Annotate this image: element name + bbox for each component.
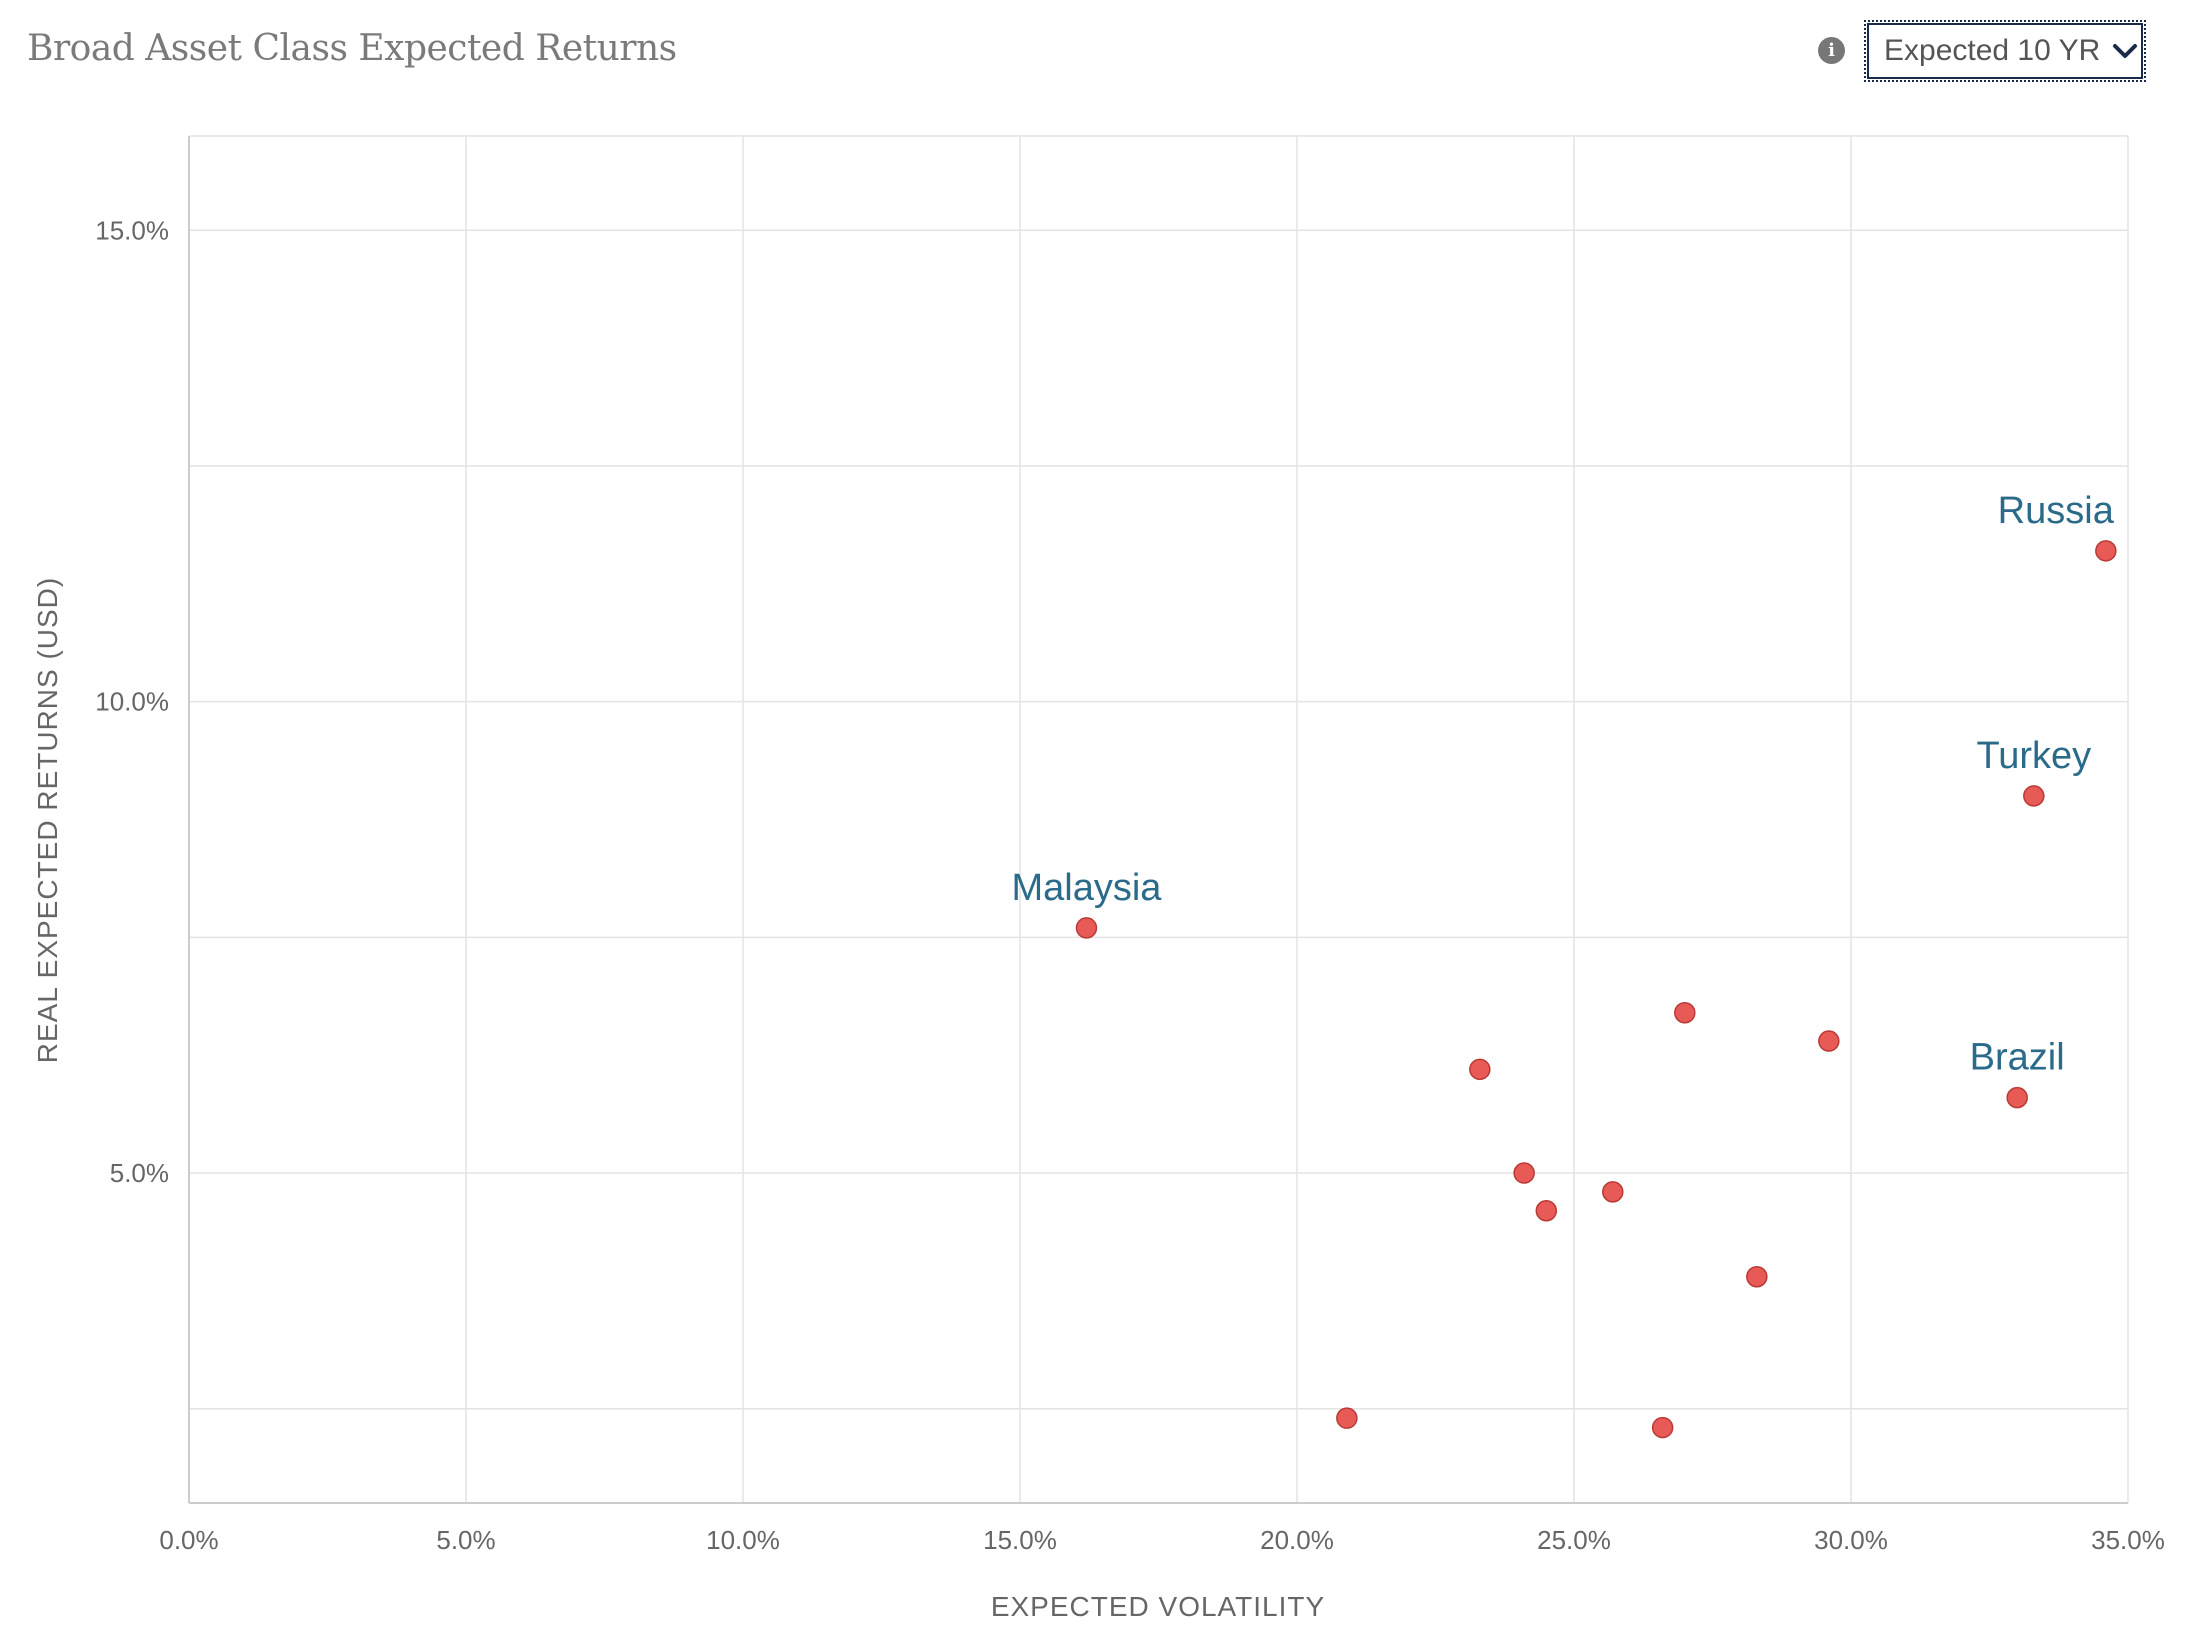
point-label: Malaysia [1012,867,1163,909]
y-axis-title: REAL EXPECTED RETURNS (USD) [32,576,63,1064]
period-dropdown-label: Expected 10 YR [1884,34,2101,67]
y-tick-label: 10.0% [95,687,169,717]
scatter-point[interactable] [1818,1030,1840,1052]
x-tick-label: 35.0% [2091,1525,2165,1555]
scatter-point[interactable] [1746,1265,1768,1288]
scatter-point[interactable] [1336,1407,1358,1429]
period-dropdown[interactable]: Expected 10 YR [1864,20,2146,82]
x-axis-title: EXPECTED VOLATILITY [990,1591,1326,1622]
chevron-down-icon [2113,44,2138,58]
point-label: Russia [1998,490,2115,532]
scatter-point[interactable] [1535,1199,1558,1222]
x-tick-label: 20.0% [1260,1525,1334,1555]
x-tick-label: 25.0% [1537,1525,1611,1555]
scatter-point[interactable] [1602,1181,1624,1203]
y-tick-label: 5.0% [110,1158,169,1188]
scatter-point[interactable] [2095,540,2117,562]
scatter-point[interactable] [1651,1416,1674,1439]
page-title: Broad Asset Class Expected Returns [27,28,677,69]
scatter-point[interactable] [2006,1086,2028,1109]
scatter-point[interactable] [1075,917,1098,939]
scatter-point[interactable] [2023,785,2045,807]
scatter-point[interactable] [1674,1002,1696,1024]
info-icon[interactable]: i [1818,37,1845,64]
point-label: Turkey [1976,735,2091,777]
x-tick-label: 15.0% [983,1525,1057,1555]
x-tick-label: 0.0% [159,1525,218,1555]
point-label: Brazil [1970,1037,2065,1079]
x-tick-label: 30.0% [1814,1525,1888,1555]
x-tick-label: 10.0% [706,1525,780,1555]
scatter-point[interactable] [1469,1058,1491,1081]
y-tick-label: 15.0% [95,215,169,245]
scatter-point[interactable] [1513,1162,1535,1184]
x-tick-label: 5.0% [436,1525,495,1555]
